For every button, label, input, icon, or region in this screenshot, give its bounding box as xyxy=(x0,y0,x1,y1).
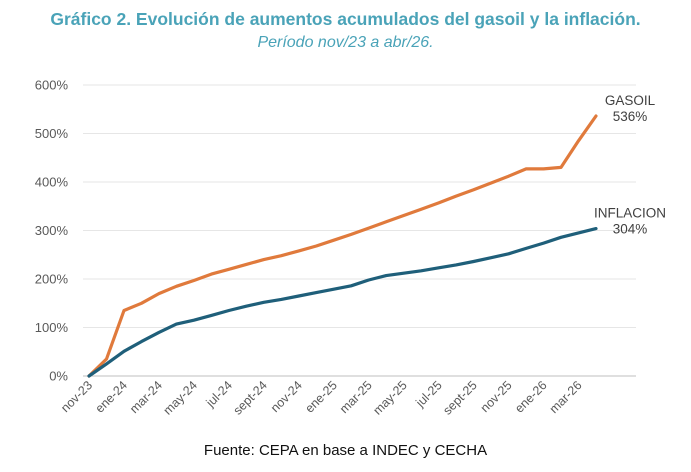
x-tick-label: mar-26 xyxy=(547,378,585,416)
series-name-label: INFLACION xyxy=(594,206,666,221)
series-lines xyxy=(87,114,598,378)
x-tick-label: ene-26 xyxy=(512,378,549,415)
y-tick-label: 200% xyxy=(35,272,69,287)
x-tick-label: nov-25 xyxy=(478,378,515,415)
chart-subtitle: Período nov/23 a abr/26. xyxy=(257,34,434,51)
series-name-label: GASOIL xyxy=(605,93,656,108)
x-tick-label: ene-25 xyxy=(302,378,339,415)
x-tick-label: nov-23 xyxy=(58,378,95,415)
x-tick-label: sept-24 xyxy=(231,378,270,417)
x-tick-label: sept-25 xyxy=(440,378,479,417)
x-tick-label: jul-24 xyxy=(203,378,235,410)
x-tick-label: ene-24 xyxy=(93,378,130,415)
series-line-inflacion xyxy=(87,227,598,378)
y-axis: 0% 100% 200% 300% 400% 500% 600% xyxy=(35,78,69,384)
chart-title: Gráfico 2. Evolución de aumentos acumula… xyxy=(50,9,641,29)
x-tick-label: mar-25 xyxy=(337,378,375,416)
x-tick-label: nov-24 xyxy=(268,378,305,415)
gridlines xyxy=(83,84,636,377)
source-note: Fuente: CEPA en base a INDEC y CECHA xyxy=(203,442,488,459)
x-tick-label: may-24 xyxy=(161,378,200,417)
y-tick-label: 0% xyxy=(49,369,68,384)
x-tick-label: jul-25 xyxy=(413,378,445,410)
y-tick-label: 500% xyxy=(35,126,69,141)
y-tick-label: 400% xyxy=(35,175,69,190)
x-tick-label: may-25 xyxy=(370,378,409,417)
y-tick-label: 100% xyxy=(35,320,69,335)
series-end-value-label: 536% xyxy=(613,109,648,124)
series-end-value-label: 304% xyxy=(613,222,648,237)
y-tick-label: 600% xyxy=(35,78,69,93)
y-tick-label: 300% xyxy=(35,223,69,238)
x-tick-label: mar-24 xyxy=(127,378,165,416)
series-line-gasoil xyxy=(87,114,598,378)
